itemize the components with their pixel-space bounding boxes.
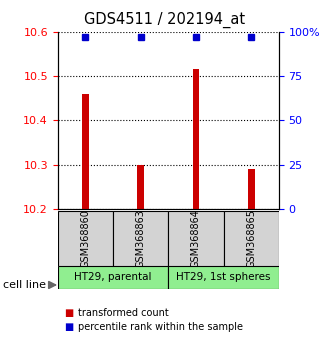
Text: ■: ■ [64, 322, 74, 332]
Text: transformed count: transformed count [78, 308, 168, 318]
Text: GSM368865: GSM368865 [246, 209, 256, 268]
Bar [82, 94, 89, 209]
Text: HT29, 1st spheres: HT29, 1st spheres [176, 272, 271, 282]
Bar [248, 169, 254, 209]
Text: GSM368863: GSM368863 [136, 209, 146, 268]
FancyBboxPatch shape [168, 211, 224, 266]
Text: GSM368864: GSM368864 [191, 209, 201, 268]
FancyBboxPatch shape [58, 211, 113, 266]
FancyBboxPatch shape [224, 211, 279, 266]
Text: percentile rank within the sample: percentile rank within the sample [78, 322, 243, 332]
Text: HT29, parental: HT29, parental [74, 272, 152, 282]
Text: ■: ■ [64, 308, 74, 318]
FancyBboxPatch shape [113, 211, 168, 266]
Bar [137, 165, 144, 209]
FancyBboxPatch shape [168, 266, 279, 289]
Text: cell line: cell line [3, 280, 46, 290]
FancyBboxPatch shape [58, 266, 168, 289]
Text: GDS4511 / 202194_at: GDS4511 / 202194_at [84, 11, 246, 28]
Bar [193, 69, 199, 209]
Text: GSM368860: GSM368860 [81, 209, 90, 268]
